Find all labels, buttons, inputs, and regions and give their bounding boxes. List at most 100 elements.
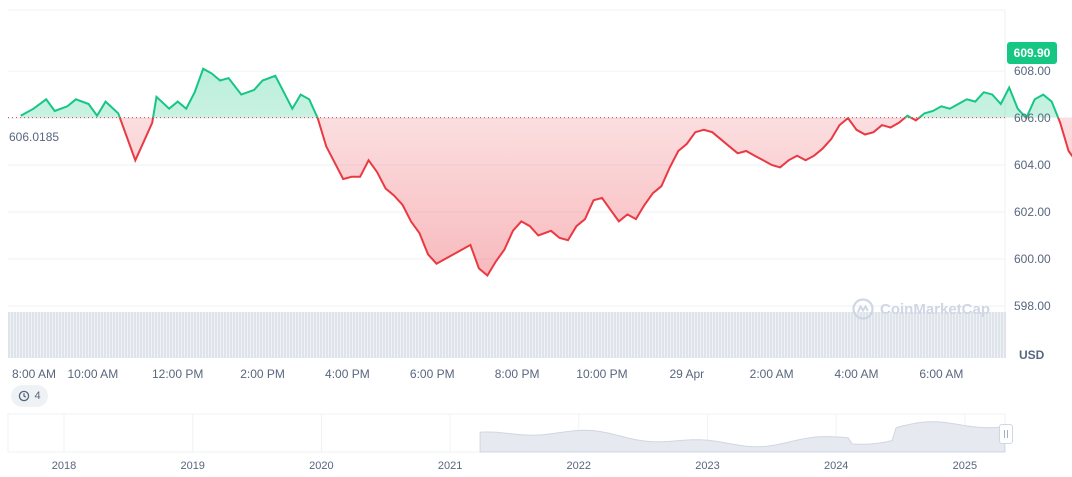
volume-bar: [446, 312, 448, 358]
volume-bar: [806, 312, 808, 358]
series-line-up: [20, 67, 1060, 118]
volume-bar: [848, 312, 850, 358]
volume-bar: [50, 312, 52, 358]
volume-bar: [842, 312, 844, 358]
volume-bar: [254, 312, 256, 358]
volume-bar: [68, 312, 70, 358]
volume-bar: [830, 312, 832, 358]
volume-bar: [599, 312, 601, 358]
volume-bar: [740, 312, 742, 358]
volume-bar: [449, 312, 451, 358]
volume-bar: [356, 312, 358, 358]
volume-bar: [41, 312, 43, 358]
volume-bar: [242, 312, 244, 358]
volume-bar: [77, 312, 79, 358]
x-tick-label: 6:00 PM: [410, 367, 455, 381]
volume-bar: [407, 312, 409, 358]
volume-bar: [563, 312, 565, 358]
volume-bar: [611, 312, 613, 358]
volume-bar: [200, 312, 202, 358]
volume-bar: [797, 312, 799, 358]
volume-bar: [968, 312, 970, 358]
volume-bar: [668, 312, 670, 358]
volume-bar: [47, 312, 49, 358]
volume-bar: [920, 312, 922, 358]
x-tick-label: 2:00 PM: [240, 367, 285, 381]
volume-bar: [575, 312, 577, 358]
volume-bar: [476, 312, 478, 358]
volume-bar: [620, 312, 622, 358]
volume-bar: [269, 312, 271, 358]
volume-bar: [986, 312, 988, 358]
volume-bar: [728, 312, 730, 358]
volume-bar: [323, 312, 325, 358]
volume-bar: [566, 312, 568, 358]
range-navigator[interactable]: 2018 2019 2020 2021 2022 2023 2024 2025: [7, 413, 1006, 472]
volume-bar: [251, 312, 253, 358]
navigator-year-label: 2024: [824, 460, 848, 472]
volume-bar: [431, 312, 433, 358]
volume-bar: [863, 312, 865, 358]
volume-bar: [833, 312, 835, 358]
navigator-year-label: 2025: [953, 460, 977, 472]
volume-bar: [131, 312, 133, 358]
navigator-year-label: 2019: [180, 460, 204, 472]
volume-bar: [293, 312, 295, 358]
volume-bar: [602, 312, 604, 358]
volume-bar: [989, 312, 991, 358]
volume-bar: [119, 312, 121, 358]
y-axis: 608.00 606.00 604.00 602.00 600.00 598.00: [1014, 64, 1051, 313]
volume-bar: [74, 312, 76, 358]
watermark-text: CoinMarketCap: [880, 300, 991, 318]
volume-bar: [710, 312, 712, 358]
volume-bar: [545, 312, 547, 358]
navigator-handle[interactable]: [999, 424, 1013, 444]
volume-bar: [314, 312, 316, 358]
volume-bar: [521, 312, 523, 358]
volume-bar: [695, 312, 697, 358]
volume-bar: [764, 312, 766, 358]
volume-bar: [962, 312, 964, 358]
volume-bar: [977, 312, 979, 358]
volume-bar: [878, 312, 880, 358]
volume-bar: [329, 312, 331, 358]
volume-bar: [992, 312, 994, 358]
volume-bar: [875, 312, 877, 358]
volume-bar: [491, 312, 493, 358]
volume-bar: [134, 312, 136, 358]
volume-bar: [161, 312, 163, 358]
volume-bar: [29, 312, 31, 358]
volume-bar: [557, 312, 559, 358]
volume-bar: [887, 312, 889, 358]
volume-bar: [593, 312, 595, 358]
volume-bar: [185, 312, 187, 358]
volume-bar: [500, 312, 502, 358]
volume-bar: [605, 312, 607, 358]
volume-bar: [737, 312, 739, 358]
history-button[interactable]: 4: [11, 385, 48, 407]
volume-bar: [689, 312, 691, 358]
x-tick-label: 4:00 PM: [325, 367, 370, 381]
volume-bar: [116, 312, 118, 358]
volume-bar: [959, 312, 961, 358]
navigator-year-label: 2018: [52, 460, 76, 472]
volume-bar: [659, 312, 661, 358]
volume-bar: [614, 312, 616, 358]
volume-bar: [395, 312, 397, 358]
volume-bar: [584, 312, 586, 358]
volume-bar: [59, 312, 61, 358]
volume-bar: [458, 312, 460, 358]
volume-bar: [656, 312, 658, 358]
volume-bar: [998, 312, 1000, 358]
volume-bar: [884, 312, 886, 358]
volume-bar: [983, 312, 985, 358]
volume-bar: [791, 312, 793, 358]
volume-bar: [515, 312, 517, 358]
volume-bar: [437, 312, 439, 358]
navigator-area: [479, 421, 1006, 453]
volume-bar: [434, 312, 436, 358]
volume-bar: [110, 312, 112, 358]
volume-bar: [62, 312, 64, 358]
volume-bar: [485, 312, 487, 358]
